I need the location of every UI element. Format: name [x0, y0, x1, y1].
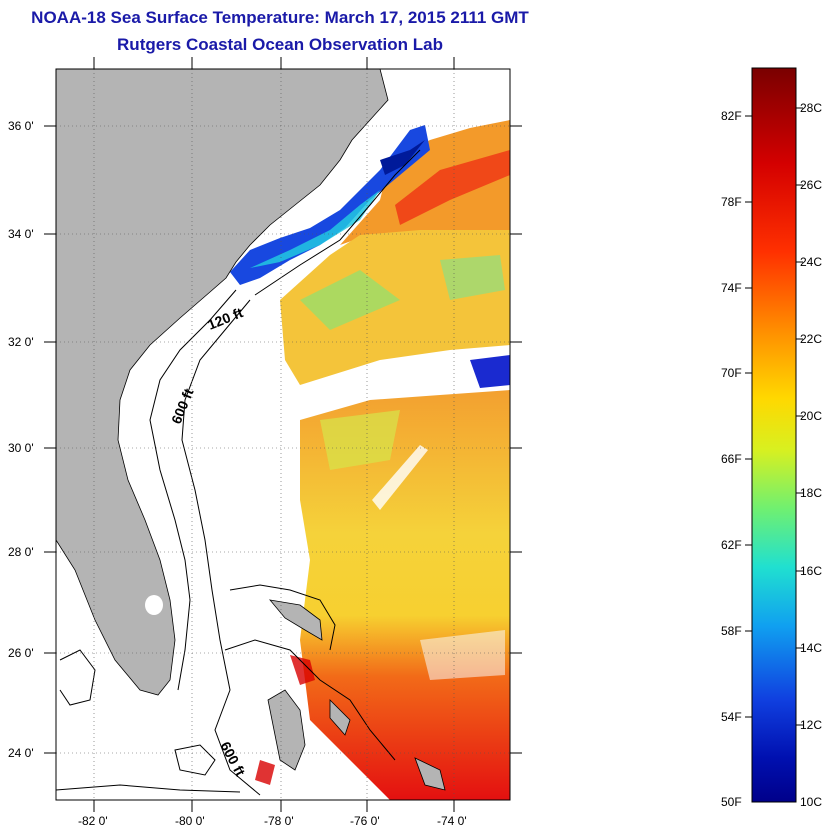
lat-label-34: 34 0' — [8, 227, 34, 241]
sst-gulfstream-band — [395, 150, 510, 225]
cb-f-70: 70F — [721, 366, 742, 380]
cb-c-10: 10C — [800, 795, 823, 809]
bahamas-grand — [269, 599, 323, 641]
land-us-florida — [56, 69, 389, 696]
cb-f-66: 66F — [721, 452, 742, 466]
cb-f-58: 58F — [721, 624, 742, 638]
map-title: NOAA-18 Sea Surface Temperature: March 1… — [31, 8, 529, 27]
cb-f-62: 62F — [721, 538, 742, 552]
lat-label-28: 28 0' — [8, 545, 34, 559]
lat-label-36: 36 0' — [8, 119, 34, 133]
lat-label-26: 26 0' — [8, 646, 34, 660]
map-frame — [55, 68, 511, 801]
cb-f-54: 54F — [721, 710, 742, 724]
lon-label-74: -74 0' — [437, 814, 467, 828]
lat-label-24: 24 0' — [8, 746, 34, 760]
cb-c-28: 28C — [800, 101, 823, 115]
cold-coastal-water — [230, 125, 430, 285]
lon-label-78: -78 0' — [264, 814, 294, 828]
cb-f-74: 74F — [721, 281, 742, 295]
sst-south-patch — [300, 390, 510, 800]
lat-label-30: 30 0' — [8, 441, 34, 455]
cb-f-82: 82F — [721, 109, 742, 123]
cb-f-50: 50F — [721, 795, 742, 809]
lake-okeechobee — [145, 595, 163, 615]
cb-c-12: 12C — [800, 718, 823, 732]
cb-c-24: 24C — [800, 255, 823, 269]
cb-c-14: 14C — [800, 641, 823, 655]
bahamas-andros — [267, 689, 306, 771]
cb-f-78: 78F — [721, 195, 742, 209]
map-subtitle: Rutgers Coastal Ocean Observation Lab — [117, 35, 443, 54]
cb-c-18: 18C — [800, 486, 823, 500]
lon-label-82: -82 0' — [78, 814, 108, 828]
lon-label-80: -80 0' — [175, 814, 205, 828]
colorbar — [751, 67, 797, 803]
cb-c-26: 26C — [800, 178, 823, 192]
lon-label-76: -76 0' — [350, 814, 380, 828]
cb-c-16: 16C — [800, 564, 823, 578]
cb-c-20: 20C — [800, 409, 823, 423]
cb-c-22: 22C — [800, 332, 823, 346]
lat-label-32: 32 0' — [8, 335, 34, 349]
